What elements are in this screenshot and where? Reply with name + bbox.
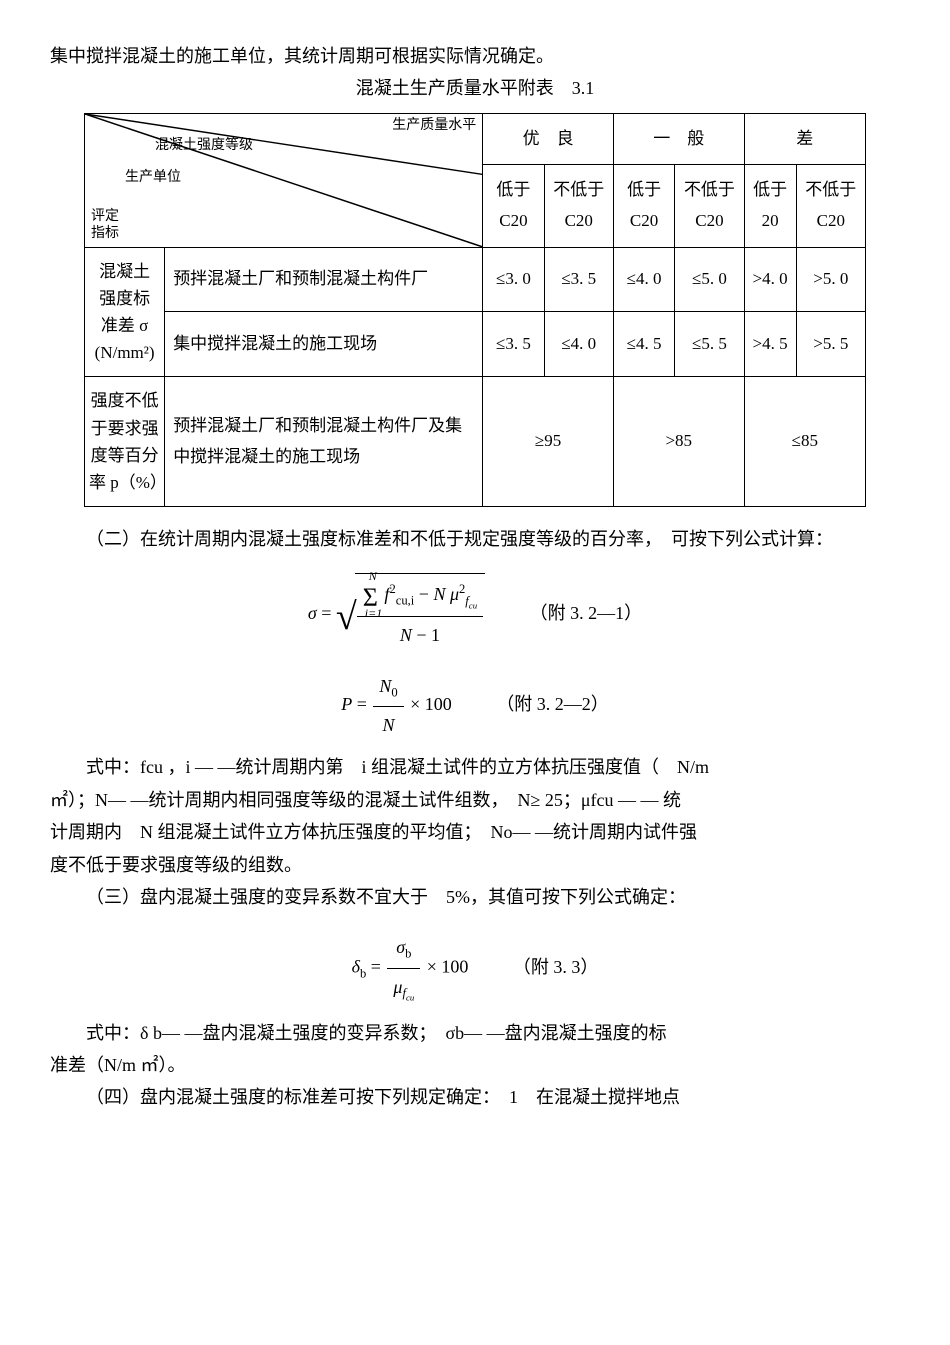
para-5: 式中：δ b— —盘内混凝土强度的变异系数； σb— —盘内混凝土强度的标 <box>50 1017 900 1049</box>
cell: ≤5. 0 <box>675 247 744 312</box>
row2-sub: 预拌混凝土厂和预制混凝土构件厂及集中搅拌混凝土的施工现场 <box>165 377 483 507</box>
sub-header: 不低于C20 <box>544 165 613 247</box>
row1-sub1: 预拌混凝土厂和预制混凝土构件厂 <box>165 247 483 312</box>
cell: ≤3. 5 <box>483 312 544 377</box>
eq2-label: （附 3. 2—2） <box>496 694 609 714</box>
eq1-label: （附 3. 2—1） <box>530 603 643 623</box>
formula-p: P = N0 N × 100 （附 3. 2—2） <box>50 670 900 742</box>
sub-header: 低于 C20 <box>483 165 544 247</box>
cell: >85 <box>613 377 744 507</box>
diag-mid2-label: 生产单位 <box>125 170 181 187</box>
cell: >5. 5 <box>796 312 865 377</box>
diag-top-label: 生产质量水平 <box>392 118 476 135</box>
sub-header: 不低于C20 <box>796 165 865 247</box>
intro-text: 集中搅拌混凝土的施工单位，其统计周期可根据实际情况确定。 <box>50 40 900 72</box>
cell: >4. 0 <box>744 247 796 312</box>
formula-sigma: σ = √ NΣi=1 f2cu,i − N μ2fcu N − 1 （附 3.… <box>50 573 900 651</box>
eq3-label: （附 3. 3） <box>513 957 599 977</box>
header-bad: 差 <box>744 113 865 165</box>
row1-sub2: 集中搅拌混凝土的施工现场 <box>165 312 483 377</box>
cell: ≤3. 5 <box>544 247 613 312</box>
diagonal-header: 生产质量水平 混凝土强度等级 生产单位 评定指标 <box>85 113 483 247</box>
diag-mid-label: 混凝土强度等级 <box>155 138 253 155</box>
cell: >5. 0 <box>796 247 865 312</box>
cell: >4. 5 <box>744 312 796 377</box>
para-3a: 式中：fcu ，i — —统计周期内第 i 组混凝土试件的立方体抗压强度值（ N… <box>50 751 900 783</box>
cell: ≤4. 0 <box>544 312 613 377</box>
para-4: （三）盘内混凝土强度的变异系数不宜大于 5%，其值可按下列公式确定： <box>50 881 900 913</box>
row1-label: 混凝土 强度标 准差 σ (N/mm²) <box>85 247 165 377</box>
cell: ≤85 <box>744 377 865 507</box>
cell: ≤3. 0 <box>483 247 544 312</box>
row2-label: 强度不低 于要求强 度等百分 率 p（%） <box>85 377 165 507</box>
para-2: （二）在统计周期内混凝土强度标准差和不低于规定强度等级的百分率， 可按下列公式计… <box>50 523 900 555</box>
cell: ≤4. 0 <box>613 247 674 312</box>
sub-header: 低于 20 <box>744 165 796 247</box>
cell: ≤4. 5 <box>613 312 674 377</box>
sub-header: 低于 C20 <box>613 165 674 247</box>
quality-table: 生产质量水平 混凝土强度等级 生产单位 评定指标 优 良 一 般 差 低于 C2… <box>84 113 866 507</box>
header-good: 优 良 <box>483 113 614 165</box>
para-3c: 计周期内 N 组混凝土试件立方体抗压强度的平均值； No— —统计周期内试件强 <box>50 816 900 848</box>
para-3b: ㎡）；N— —统计周期内相同强度等级的混凝土试件组数， N≥ 25；μfcu —… <box>50 784 900 816</box>
cell: ≥95 <box>483 377 614 507</box>
formula-delta: δb = σb μfcu × 100 （附 3. 3） <box>50 931 900 1006</box>
diag-bot-label: 评定指标 <box>91 209 119 243</box>
cell: ≤5. 5 <box>675 312 744 377</box>
para-5b: 准差（N/m ㎡）。 <box>50 1049 900 1081</box>
table-caption: 混凝土生产质量水平附表 3.1 <box>50 72 900 104</box>
header-normal: 一 般 <box>613 113 744 165</box>
sub-header: 不低于C20 <box>675 165 744 247</box>
para-3d: 度不低于要求强度等级的组数。 <box>50 849 900 881</box>
para-6: （四）盘内混凝土强度的标准差可按下列规定确定： 1 在混凝土搅拌地点 <box>50 1081 900 1113</box>
